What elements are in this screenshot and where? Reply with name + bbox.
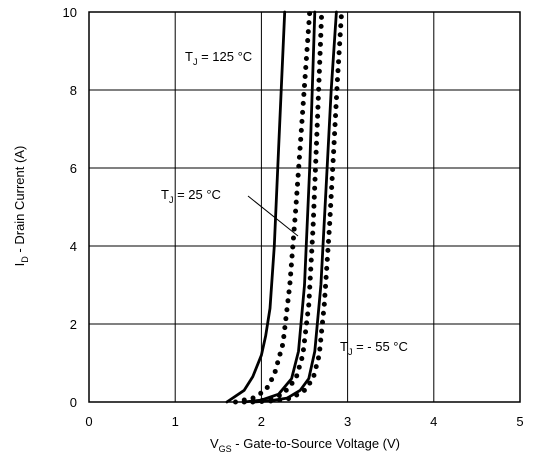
x-tick-label: 0 bbox=[85, 414, 92, 429]
annotation-rest: = 125 °C bbox=[197, 49, 252, 64]
y-tick-label: 2 bbox=[70, 317, 77, 332]
annotation-tj-25c: TJ = 25 °C bbox=[161, 187, 221, 205]
y-axis-label-sub: D bbox=[20, 256, 30, 263]
y-axis-label-rest: - Drain Current (A) bbox=[12, 146, 27, 257]
plot-frame bbox=[88, 11, 521, 403]
annotation-sub: J bbox=[193, 57, 198, 67]
x-tick-label: 3 bbox=[344, 414, 351, 429]
series-line-3 bbox=[242, 10, 317, 404]
annotation-tj-125c: TJ = 125 °C bbox=[185, 49, 252, 67]
x-axis-label-rest: - Gate-to-Source Voltage (V) bbox=[232, 436, 400, 451]
annotation-main: T bbox=[340, 339, 348, 354]
y-tick-label: 6 bbox=[70, 161, 77, 176]
annotation-rest: = - 55 °C bbox=[352, 339, 407, 354]
series-line-1 bbox=[225, 10, 287, 404]
annotation-sub: J bbox=[169, 195, 174, 205]
x-tick-label: 1 bbox=[172, 414, 179, 429]
annotation-main: T bbox=[185, 49, 193, 64]
x-axis-label-main: V bbox=[210, 436, 219, 451]
series-line-2 bbox=[233, 9, 313, 405]
y-tick-label: 0 bbox=[70, 395, 77, 410]
y-tick-label: 10 bbox=[63, 5, 77, 20]
x-axis-label-sub: GS bbox=[219, 444, 232, 454]
tick-labels: 0 1 2 3 4 5 0 2 4 6 8 10 bbox=[63, 5, 524, 429]
y-axis-label: ID - Drain Current (A) bbox=[12, 146, 30, 267]
series-line-4 bbox=[241, 9, 325, 405]
y-tick-label: 4 bbox=[70, 239, 77, 254]
annotation-sub: J bbox=[348, 347, 353, 357]
y-tick-label: 8 bbox=[70, 83, 77, 98]
series-group bbox=[225, 9, 345, 405]
x-tick-label: 4 bbox=[430, 414, 437, 429]
series-line-6 bbox=[250, 9, 345, 405]
grid bbox=[89, 12, 520, 402]
y-axis-label-main: I bbox=[12, 263, 27, 267]
annotation-main: T bbox=[161, 187, 169, 202]
annotation-rest: = 25 °C bbox=[173, 187, 220, 202]
annotation-leader-25c bbox=[247, 195, 299, 237]
x-tick-label: 5 bbox=[516, 414, 523, 429]
x-tick-label: 2 bbox=[258, 414, 265, 429]
x-axis-label: VGS - Gate-to-Source Voltage (V) bbox=[210, 436, 400, 454]
annotation-tj-minus55c: TJ = - 55 °C bbox=[340, 339, 408, 357]
